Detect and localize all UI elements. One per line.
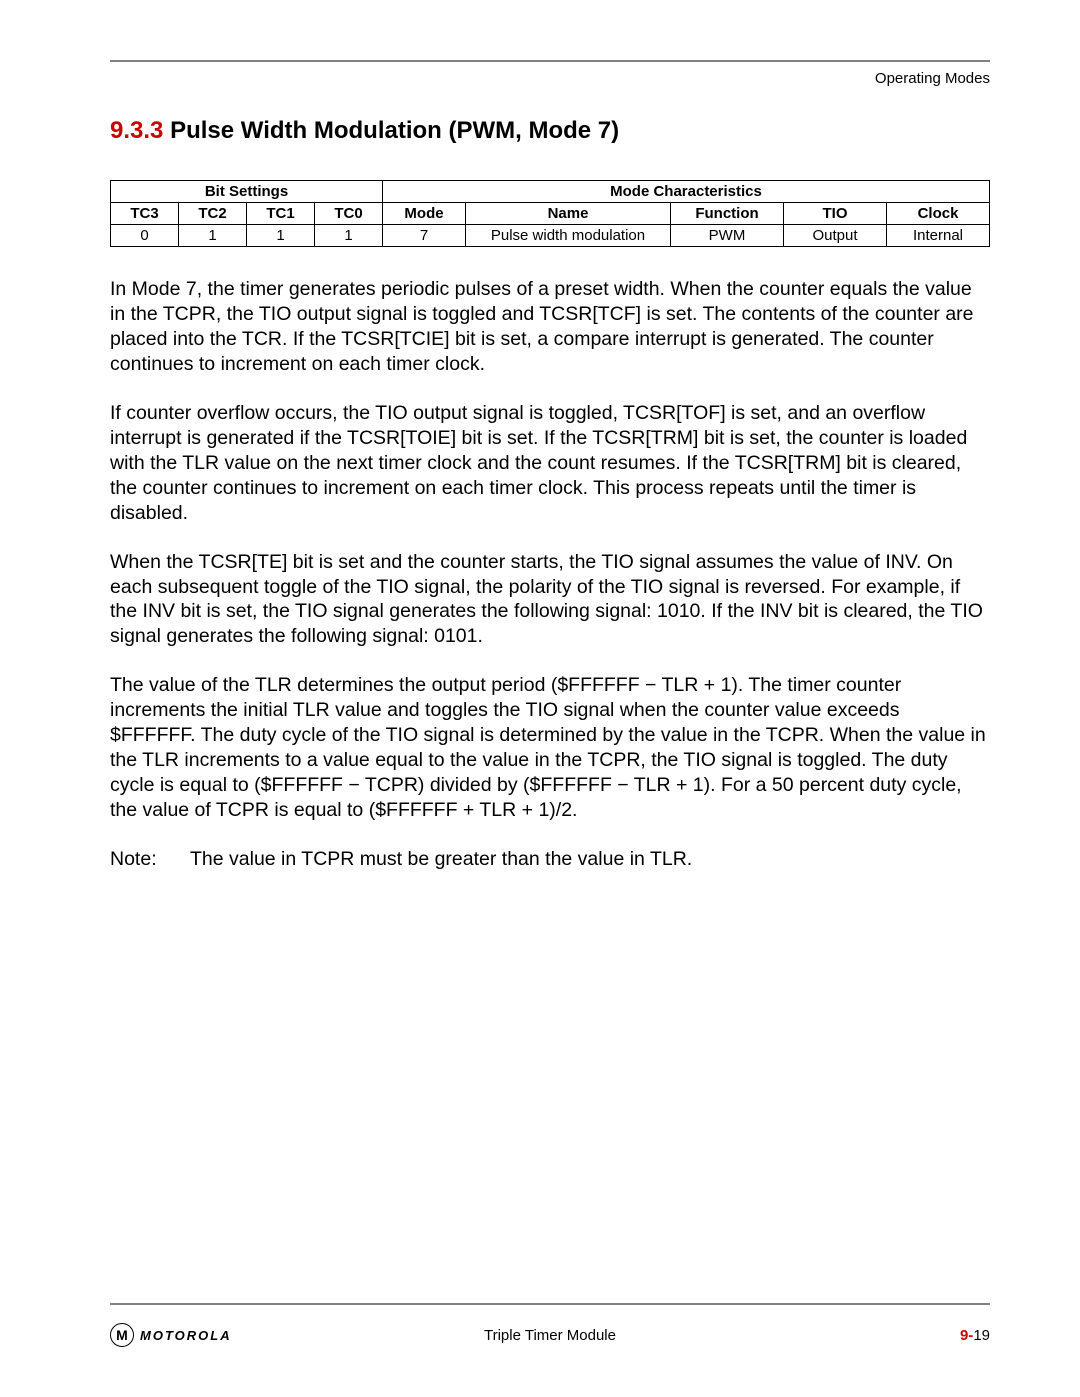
note-label: Note: [110, 847, 190, 872]
motorola-wordmark: MOTOROLA [140, 1328, 232, 1343]
section-heading: 9.3.3 Pulse Width Modulation (PWM, Mode … [110, 117, 990, 145]
table-column-header-row: TC3 TC2 TC1 TC0 Mode Name Function TIO C… [111, 203, 990, 225]
cell-mode: 7 [383, 225, 466, 247]
cell-tc3: 0 [111, 225, 179, 247]
table-group-header-row: Bit Settings Mode Characteristics [111, 181, 990, 203]
motorola-badge-icon: M [110, 1323, 134, 1347]
body-text: In Mode 7, the timer generates periodic … [110, 277, 990, 872]
col-mode: Mode [383, 203, 466, 225]
col-clock: Clock [887, 203, 990, 225]
page-num-value: 19 [973, 1327, 990, 1344]
footer-row: Triple Timer Module M MOTOROLA 9-19 [110, 1323, 990, 1347]
cell-tio: Output [784, 225, 887, 247]
footer: Triple Timer Module M MOTOROLA 9-19 [110, 1303, 990, 1347]
table-row: 0 1 1 1 7 Pulse width modulation PWM Out… [111, 225, 990, 247]
page-chapter: 9- [960, 1327, 973, 1344]
cell-tc0: 1 [315, 225, 383, 247]
col-tc2: TC2 [179, 203, 247, 225]
footer-rule [110, 1303, 990, 1305]
motorola-logo: M MOTOROLA [110, 1323, 232, 1347]
group-header-bits: Bit Settings [111, 181, 383, 203]
cell-name: Pulse width modulation [466, 225, 671, 247]
col-tc1: TC1 [247, 203, 315, 225]
section-number: 9.3.3 [110, 117, 163, 144]
cell-tc2: 1 [179, 225, 247, 247]
mode-table: Bit Settings Mode Characteristics TC3 TC… [110, 180, 990, 247]
page-number: 9-19 [960, 1327, 990, 1344]
cell-tc1: 1 [247, 225, 315, 247]
section-title: Pulse Width Modulation (PWM, Mode 7) [170, 117, 619, 144]
note-text: The value in TCPR must be greater than t… [190, 847, 692, 872]
paragraph: When the TCSR[TE] bit is set and the cou… [110, 550, 990, 650]
running-header: Operating Modes [110, 70, 990, 87]
footer-center-text: Triple Timer Module [110, 1327, 990, 1344]
cell-clock: Internal [887, 225, 990, 247]
top-rule [110, 60, 990, 62]
col-function: Function [671, 203, 784, 225]
col-name: Name [466, 203, 671, 225]
col-tc0: TC0 [315, 203, 383, 225]
note: Note: The value in TCPR must be greater … [110, 847, 990, 872]
page: Operating Modes 9.3.3 Pulse Width Modula… [0, 0, 1080, 1397]
paragraph: In Mode 7, the timer generates periodic … [110, 277, 990, 377]
paragraph: If counter overflow occurs, the TIO outp… [110, 401, 990, 526]
col-tio: TIO [784, 203, 887, 225]
motorola-m: M [116, 1327, 128, 1343]
cell-function: PWM [671, 225, 784, 247]
paragraph: The value of the TLR determines the outp… [110, 673, 990, 823]
col-tc3: TC3 [111, 203, 179, 225]
group-header-mode: Mode Characteristics [383, 181, 990, 203]
